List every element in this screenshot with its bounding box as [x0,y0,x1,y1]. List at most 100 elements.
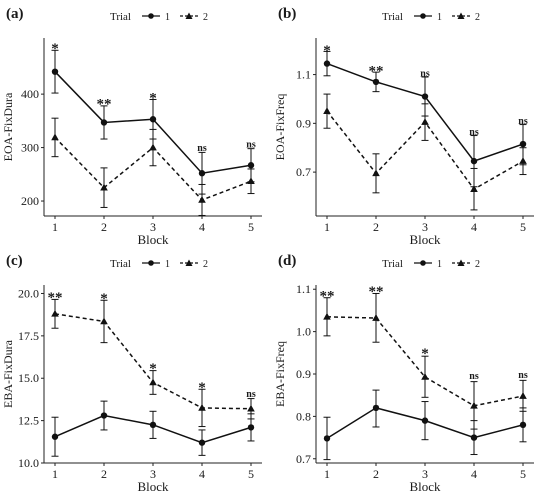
x-tick-label: 2 [101,467,107,481]
significance-label: ns [246,139,256,150]
data-point-triangle [323,312,331,320]
y-tick-label: 400 [21,87,39,101]
significance-label: * [149,361,157,377]
significance-label: * [198,380,206,396]
legend: Trial 1 2 [110,11,208,23]
y-axis-title: EBA-FixDura [1,339,15,408]
data-point-triangle [51,133,59,141]
data-point-circle [198,170,206,177]
x-tick-label: 3 [150,467,156,481]
significance-label: ** [369,64,384,80]
significance-label: * [51,41,59,57]
legend-key-circle [148,13,154,19]
data-point-triangle [149,378,157,386]
series-2 [51,298,255,428]
significance-label: ns [246,389,256,400]
significance-label: * [100,291,108,307]
data-point-triangle [100,183,108,191]
significance-label: ns [469,127,479,138]
x-tick-label: 1 [324,467,330,481]
significance-label: ns [469,371,479,382]
data-point-circle [198,439,206,446]
data-point-triangle [247,404,255,412]
data-point-circle [323,435,331,442]
x-axis-title: Block [409,232,441,247]
x-axis-title: Block [137,232,169,247]
data-point-circle [421,417,429,424]
series-1 [323,389,527,461]
significance-label: ** [48,290,63,306]
y-axis-title: EBA-FixFreq [273,341,287,407]
significance-label: ns [197,143,207,154]
legend-label: 1 [165,259,170,270]
data-point-triangle [372,169,380,177]
data-point-circle [421,93,429,100]
legend-key-triangle [457,12,465,19]
data-point-triangle [519,157,527,164]
x-tick-label: 3 [422,220,428,234]
y-tick-label: 15.0 [18,371,39,385]
x-tick-label: 1 [52,467,58,481]
legend-label: 1 [437,12,442,23]
x-axis-title: Block [137,479,169,493]
significance-label: ** [369,284,384,300]
legend-title: Trial [382,11,403,23]
panel-tag: (d) [278,253,296,269]
legend-key-circle [420,260,426,266]
data-point-triangle [372,314,380,321]
legend: Trial 1 2 [382,11,480,23]
x-tick-label: 4 [199,220,205,234]
x-tick-label: 3 [422,467,428,481]
data-point-circle [149,116,157,123]
data-point-circle [51,433,59,440]
legend-key-circle [420,13,426,19]
data-point-triangle [198,403,206,411]
significance-label: * [421,346,429,362]
significance-label: * [149,90,157,106]
y-axis-title: EOA-FixDura [1,92,15,161]
data-point-circle [149,421,157,429]
data-point-triangle [198,195,206,203]
x-tick-label: 4 [199,467,205,481]
significance-label: * [323,43,331,59]
y-tick-label: 0.8 [296,409,311,423]
data-point-circle [247,162,255,169]
legend-title: Trial [110,258,131,270]
series-line [326,316,524,407]
data-point-triangle [247,177,255,185]
series-1 [51,400,255,457]
series-2 [51,117,255,216]
y-tick-label: 1.1 [296,282,311,296]
x-axis-title: Block [409,479,441,493]
y-tick-label: 0.7 [296,452,311,466]
x-tick-label: 5 [520,220,526,234]
x-tick-label: 4 [471,220,477,234]
x-tick-label: 1 [324,220,330,234]
significance-label: ** [320,288,335,304]
x-tick-label: 5 [520,467,526,481]
data-point-circle [470,157,478,165]
data-point-circle [519,140,527,148]
data-point-circle [372,78,380,86]
legend-label: 1 [165,12,170,23]
series-2 [323,93,527,211]
x-tick-label: 2 [373,220,379,234]
legend-label: 1 [437,259,442,270]
data-point-triangle [149,143,157,151]
data-point-circle [51,68,59,75]
x-tick-label: 4 [471,467,477,481]
series-1 [323,50,527,188]
y-tick-label: 200 [21,194,39,208]
panel-d: (d) Trial 1 2 0.7 0.8 0.9 1.0 1.1 1 2 3 4 5 Block EBA-F… [273,253,534,493]
data-point-circle [100,412,108,419]
significance-label: ** [97,97,112,113]
data-point-circle [519,421,527,429]
legend: Trial 1 2 [382,258,480,270]
data-point-circle [100,119,108,126]
significance-label: ns [518,116,528,127]
data-point-circle [372,404,380,412]
y-tick-label: 0.9 [296,367,311,381]
legend: Trial 1 2 [110,258,208,270]
data-point-triangle [519,392,527,399]
